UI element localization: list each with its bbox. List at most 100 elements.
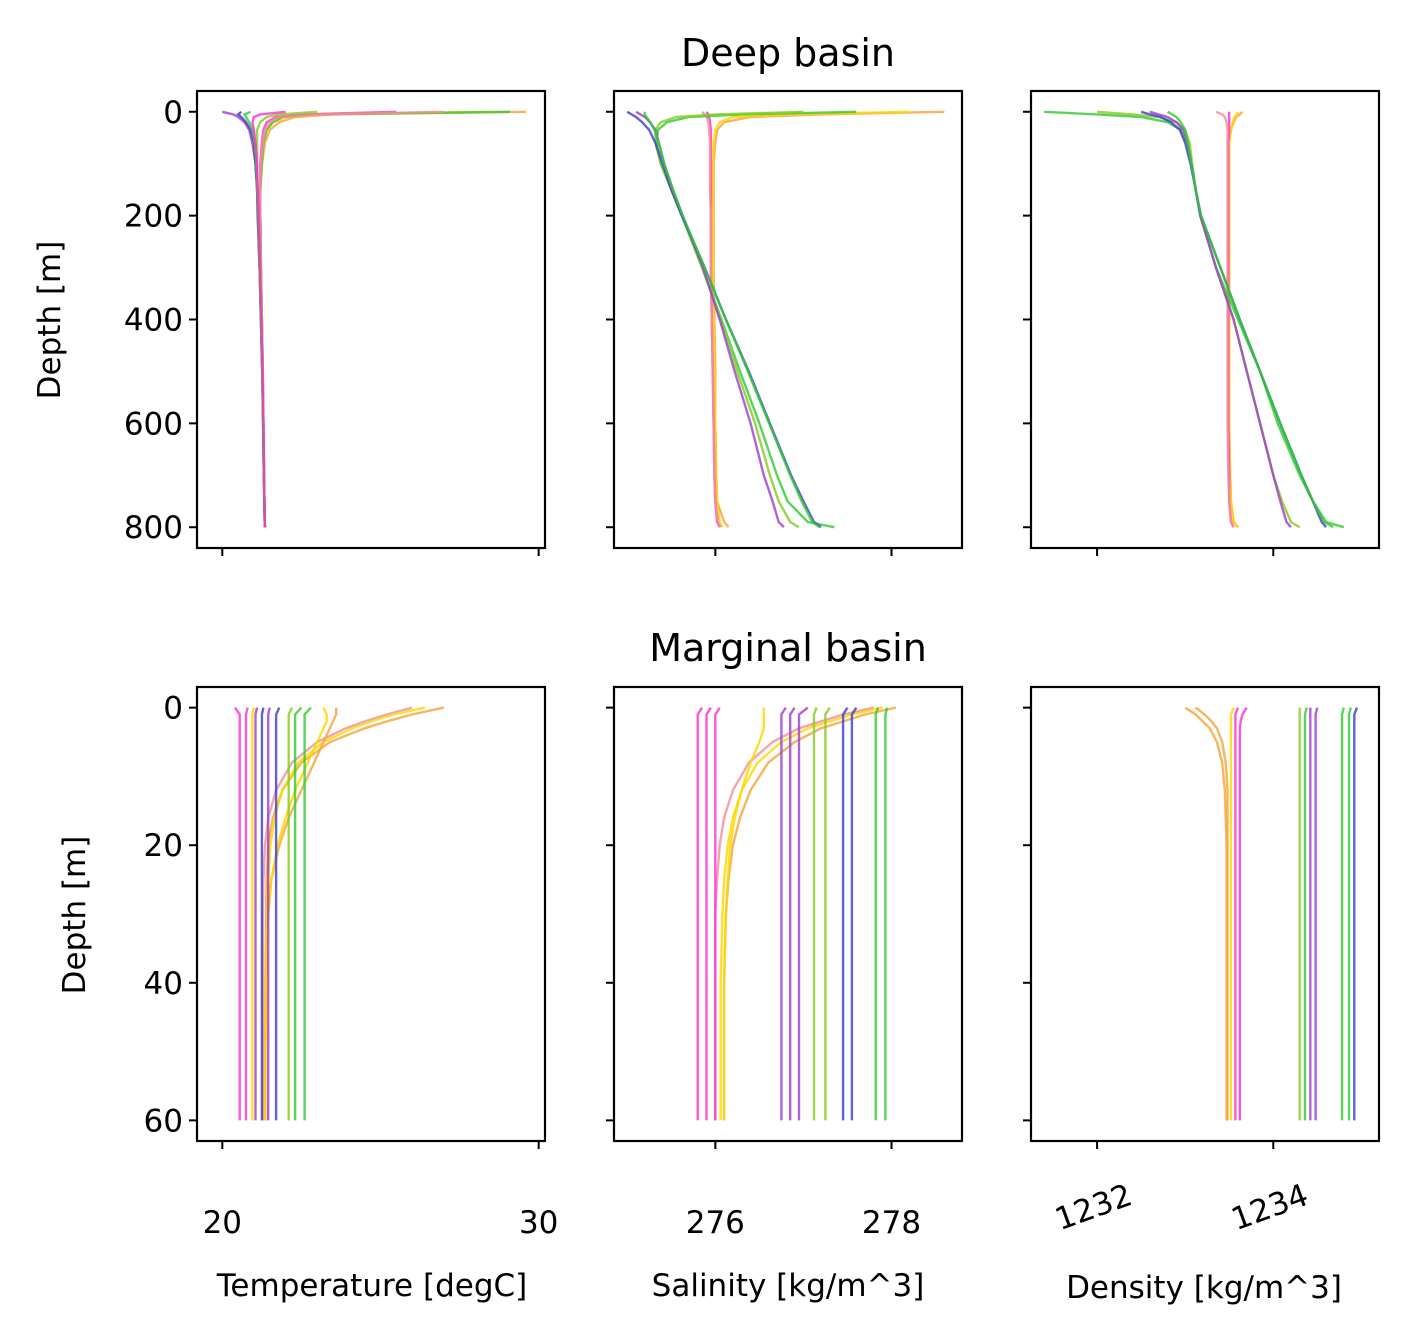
axes-frame — [195, 685, 547, 1143]
profile-line — [1238, 706, 1248, 1121]
y-tick-label: 800 — [124, 510, 183, 546]
profile-line — [722, 706, 897, 1121]
profile-line — [705, 706, 712, 1121]
profile-line — [1234, 707, 1240, 1121]
profile-line — [722, 707, 765, 1121]
profile-line — [654, 110, 804, 529]
profile-line — [274, 707, 281, 1121]
axes-frame — [612, 89, 964, 550]
profile-line — [259, 110, 397, 528]
profile-line — [1097, 110, 1301, 529]
profile-line — [1353, 707, 1359, 1121]
profile-lines — [626, 110, 945, 529]
profile-line — [1340, 707, 1345, 1121]
profile-line — [714, 706, 721, 1121]
profile-line — [719, 706, 883, 1121]
x-tick-label: 278 — [862, 1205, 921, 1241]
panel-deep-density — [1023, 89, 1381, 556]
profile-line — [850, 706, 858, 1121]
profile-line — [259, 110, 527, 528]
y-tick-label: 600 — [124, 406, 183, 442]
panel-deep-salinity — [606, 89, 964, 556]
temperature-xlabel: Temperature [degC] — [216, 1268, 527, 1304]
deep-depth-ylabel: Depth [m] — [32, 241, 68, 400]
y-tick-label: 0 — [163, 691, 183, 727]
profile-lines — [696, 706, 897, 1121]
profile-line — [222, 110, 267, 528]
profile-line — [251, 110, 286, 528]
profile-lines — [234, 706, 445, 1121]
x-tick-label: 1234 — [1227, 1177, 1313, 1238]
profile-line — [701, 110, 722, 528]
profile-line — [874, 707, 880, 1121]
profile-line — [884, 707, 889, 1121]
profile-line — [714, 706, 875, 1121]
profile-line — [255, 110, 318, 528]
profile-line — [1149, 110, 1292, 528]
axes-frame — [195, 89, 547, 550]
profile-line — [259, 110, 492, 528]
profile-line — [1229, 707, 1235, 1121]
x-tick-label: 1232 — [1050, 1177, 1136, 1238]
y-tick-label: 200 — [124, 199, 183, 235]
profile-line — [626, 110, 822, 529]
profile-line — [259, 110, 511, 528]
profile-line — [259, 110, 444, 528]
profile-line — [244, 707, 249, 1121]
deep-basin-title: Deep basin — [681, 31, 895, 75]
panel-deep-temperature: 0 200 400 600 800 — [124, 89, 547, 556]
axes-frame — [1029, 89, 1381, 550]
x-tick-label: 30 — [519, 1205, 558, 1241]
y-tick-label: 40 — [144, 966, 183, 1002]
density-xlabel: Density [kg/m^3] — [1066, 1270, 1342, 1306]
profile-line — [841, 706, 849, 1121]
profile-line — [1184, 706, 1228, 1121]
profile-line — [251, 707, 256, 1121]
x-tick-label: 276 — [686, 1205, 745, 1241]
profile-line — [712, 110, 945, 528]
axes-frame — [612, 685, 964, 1143]
profile-line — [287, 707, 293, 1121]
y-tick-label: 400 — [124, 303, 183, 339]
profile-line — [780, 706, 787, 1121]
profile-line — [1303, 707, 1308, 1121]
profile-line — [261, 706, 413, 1121]
profile-line — [1347, 707, 1352, 1121]
profile-line — [655, 110, 857, 529]
profile-line — [824, 706, 831, 1121]
y-tick-label: 0 — [163, 95, 183, 131]
profile-line — [696, 706, 704, 1121]
salinity-xlabel: Salinity [kg/m^3] — [652, 1268, 925, 1304]
profile-line — [263, 706, 445, 1121]
y-tick-label: 60 — [144, 1103, 183, 1139]
profile-line — [234, 706, 241, 1121]
profile-lines — [1184, 706, 1359, 1121]
profile-lines — [1044, 110, 1345, 529]
profile-line — [812, 707, 818, 1121]
x-tick-label: 20 — [203, 1205, 242, 1241]
profile-line — [1215, 110, 1235, 528]
profile-line — [263, 707, 328, 1121]
panel-marginal-salinity: 276 278 — [606, 685, 964, 1241]
panels-group: 0 200 400 600 800 0 20 40 60 20 30 276 278 1232 1234 — [124, 89, 1381, 1241]
profile-line — [1166, 110, 1334, 529]
profile-line — [797, 706, 809, 1121]
marginal-depth-ylabel: Depth [m] — [57, 836, 93, 995]
profile-line — [1314, 707, 1319, 1121]
profile-line — [293, 706, 303, 1121]
panel-marginal-temperature: 0 20 40 60 20 30 — [144, 685, 558, 1241]
marginal-basin-title: Marginal basin — [649, 626, 927, 670]
y-tick-label: 20 — [144, 828, 183, 864]
profile-line — [1194, 706, 1229, 1121]
profile-line — [789, 706, 796, 1121]
axes-frame — [1029, 685, 1381, 1143]
profile-line — [267, 707, 271, 1121]
profile-lines — [222, 110, 527, 528]
profile-line — [254, 707, 259, 1121]
profile-line — [303, 706, 312, 1121]
panel-marginal-density: 1232 1234 — [1023, 685, 1381, 1238]
profile-line — [260, 707, 265, 1121]
profile-line — [711, 110, 910, 528]
